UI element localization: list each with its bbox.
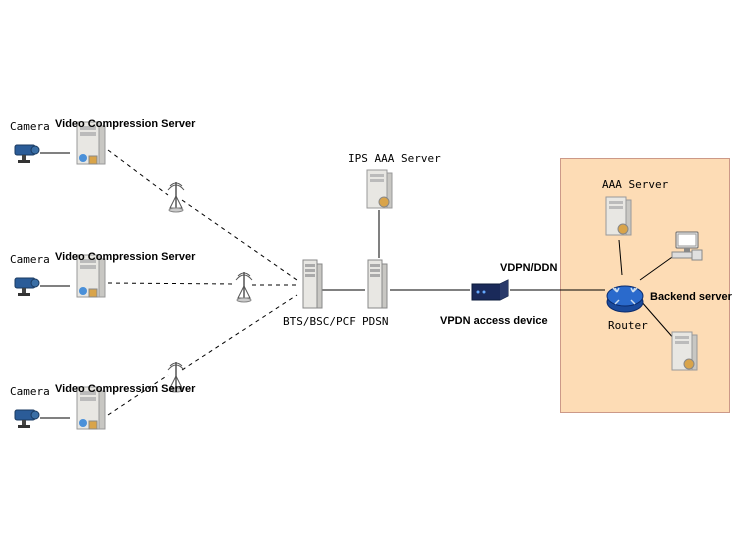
antenna-icon xyxy=(167,178,185,214)
pdsn-server-icon xyxy=(365,258,389,312)
vcs-3-label: Video Compression Server xyxy=(55,383,195,395)
backend-server-icon xyxy=(670,330,700,374)
ips-aaa-server-icon xyxy=(365,168,395,212)
backend-label: Backend server xyxy=(650,291,732,303)
antenna-icon xyxy=(235,268,253,304)
camera-2-label: Camera xyxy=(10,253,50,266)
camera-icon xyxy=(14,275,42,297)
bts-label: BTS/BSC/PCF xyxy=(283,315,356,328)
aaa-server-label: AAA Server xyxy=(602,178,668,191)
vpdn-ddn-label: VDPN/DDN xyxy=(500,262,557,274)
pdsn-label: PDSN xyxy=(362,315,389,328)
ips-aaa-label: IPS AAA Server xyxy=(348,152,441,165)
backend-region xyxy=(560,158,730,413)
camera-icon xyxy=(14,142,42,164)
router-icon xyxy=(605,278,645,316)
vcs-1-label: Video Compression Server xyxy=(55,118,195,130)
camera-1-label: Camera xyxy=(10,120,50,133)
router-label: Router xyxy=(608,319,648,332)
aaa-server-icon xyxy=(604,195,634,239)
vpdn-access-label: VPDN access device xyxy=(440,315,548,327)
vpdn-device-icon xyxy=(470,278,510,304)
camera-icon xyxy=(14,407,42,429)
workstation-icon xyxy=(670,230,704,262)
vcs-2-label: Video Compression Server xyxy=(55,251,195,263)
bts-server-icon xyxy=(300,258,324,312)
camera-3-label: Camera xyxy=(10,385,50,398)
